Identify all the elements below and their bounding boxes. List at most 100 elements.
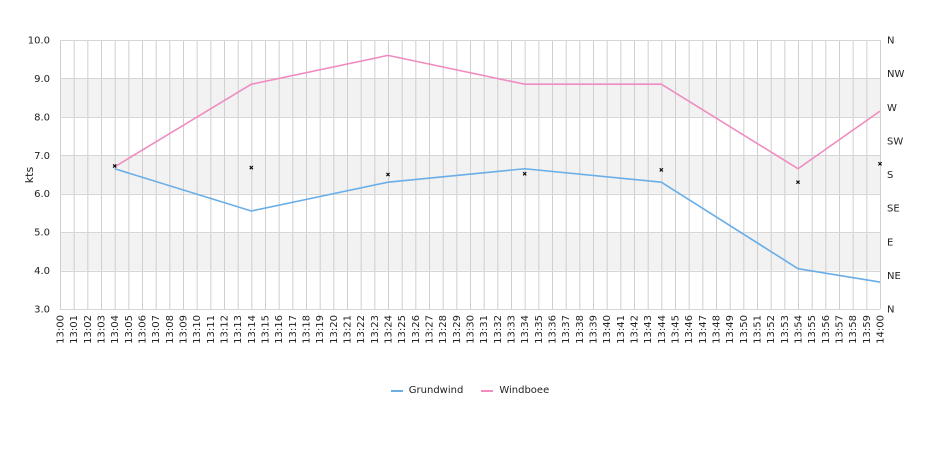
direction-tick-label: NW <box>887 69 904 80</box>
direction-marker <box>386 172 390 177</box>
x-tick-label: 13:52 <box>766 315 777 344</box>
x-tick-label: 13:50 <box>739 315 750 344</box>
direction-tick-label: NE <box>887 271 901 282</box>
legend-swatch-windboee <box>481 389 494 392</box>
y-tick-label: 9.0 <box>34 74 50 85</box>
x-tick-label: 13:29 <box>452 315 463 344</box>
x-tick-label: 13:04 <box>110 315 121 344</box>
direction-markers <box>112 161 882 185</box>
y-tick-label: 7.0 <box>34 151 50 162</box>
x-tick-label: 13:57 <box>835 315 846 344</box>
x-tick-label: 13:28 <box>438 315 449 344</box>
y-tick-label: 8.0 <box>34 112 50 123</box>
x-tick-label: 13:26 <box>411 315 422 344</box>
x-tick-label: 13:45 <box>671 315 682 344</box>
x-tick-label: 13:54 <box>794 315 805 344</box>
x-tick-label: 13:39 <box>589 315 600 344</box>
x-tick-label: 13:00 <box>56 315 67 344</box>
x-tick-label: 13:34 <box>520 315 531 344</box>
x-tick-label: 13:07 <box>151 315 162 344</box>
y-tick-label: 5.0 <box>34 228 50 239</box>
legend-label-windboee: Windboee <box>499 385 550 396</box>
series-line-grundwind <box>114 167 881 283</box>
direction-tick-label: SW <box>887 136 903 147</box>
direction-marker <box>249 165 254 170</box>
x-tick-label: 13:44 <box>657 315 668 344</box>
legend: Grundwind Windboee <box>0 385 940 396</box>
direction-marker <box>878 161 882 166</box>
x-tick-label: 13:30 <box>466 315 477 344</box>
direction-tick-label: W <box>887 103 897 114</box>
direction-marker <box>796 180 800 185</box>
x-tick-label: 13:47 <box>698 315 709 344</box>
x-tick-label: 13:18 <box>302 315 313 344</box>
x-tick-label: 13:05 <box>124 315 135 344</box>
x-tick-label: 13:15 <box>261 315 272 344</box>
x-tick-label: 13:24 <box>384 315 395 344</box>
direction-tick-label: E <box>887 237 893 248</box>
direction-tick-label: N <box>887 305 894 316</box>
series-lines <box>114 54 881 283</box>
direction-tick-label: S <box>887 170 893 181</box>
x-tick-label: 13:38 <box>575 315 586 344</box>
y-tick-label: 3.0 <box>34 305 50 316</box>
x-tick-label: 13:36 <box>548 315 559 344</box>
x-tick-label: 13:20 <box>329 315 340 344</box>
y-tick-labels: 3.0 4.0 5.0 6.0 7.0 8.0 9.0 10.0 <box>28 36 50 316</box>
x-tick-label: 13:03 <box>97 315 108 344</box>
x-tick-label: 13:21 <box>343 315 354 344</box>
y-axis-title: kts <box>23 167 36 184</box>
x-tick-label: 13:02 <box>83 315 94 344</box>
x-tick-label: 13:06 <box>138 315 149 344</box>
x-tick-label: 13:59 <box>862 315 873 344</box>
x-tick-label: 13:53 <box>780 315 791 344</box>
legend-item-windboee[interactable]: Windboee <box>481 385 549 396</box>
direction-marker <box>112 164 117 169</box>
x-tick-label: 13:23 <box>370 315 381 344</box>
direction-tick-label: N <box>887 36 894 47</box>
x-tick-label: 13:14 <box>247 315 258 344</box>
x-tick-label: 13:51 <box>753 315 764 344</box>
legend-label-grundwind: Grundwind <box>408 385 464 396</box>
x-tick-label: 13:12 <box>220 315 231 344</box>
direction-tick-label: SE <box>887 204 900 215</box>
x-tick-label: 13:27 <box>425 315 436 344</box>
x-tick-label: 13:31 <box>479 315 490 344</box>
x-tick-label: 13:46 <box>684 315 695 344</box>
x-tick-label: 13:56 <box>821 315 832 344</box>
x-tick-label: 13:40 <box>602 315 613 344</box>
x-tick-label: 13:49 <box>725 315 736 344</box>
direction-marker <box>659 167 664 172</box>
x-tick-label: 13:13 <box>233 315 244 344</box>
x-tick-label: 13:17 <box>288 315 299 344</box>
y-tick-label: 4.0 <box>34 266 50 277</box>
x-tick-label: 13:19 <box>315 315 326 344</box>
x-tick-label: 13:16 <box>274 315 285 344</box>
vertical-grid <box>60 40 881 309</box>
x-tick-label: 13:22 <box>356 315 367 344</box>
direction-tick-labels: N NE E SE S SW W NW N <box>887 36 904 316</box>
y-tick-label: 10.0 <box>28 36 50 47</box>
x-tick-label: 13:09 <box>179 315 190 344</box>
x-tick-label: 13:43 <box>643 315 654 344</box>
x-tick-label: 14:00 <box>876 315 887 344</box>
series-line-windboee <box>114 54 881 170</box>
legend-swatch-grundwind <box>390 389 403 392</box>
direction-marker <box>522 171 527 176</box>
x-tick-label: 13:35 <box>534 315 545 344</box>
legend-item-grundwind[interactable]: Grundwind <box>390 385 464 396</box>
x-tick-label: 13:48 <box>712 315 723 344</box>
y-tick-label: 6.0 <box>34 189 50 200</box>
x-tick-label: 13:42 <box>630 315 641 344</box>
x-tick-labels: 13:00 13:01 13:02 13:03 13:04 13:05 13:06 13:07… <box>56 315 887 344</box>
x-tick-label: 13:01 <box>69 315 80 344</box>
x-tick-label: 13:11 <box>206 315 217 344</box>
x-tick-label: 13:58 <box>848 315 859 344</box>
x-tick-label: 13:08 <box>165 315 176 344</box>
x-tick-label: 13:33 <box>507 315 518 344</box>
x-tick-label: 13:25 <box>397 315 408 344</box>
x-tick-label: 13:32 <box>493 315 504 344</box>
x-tick-label: 13:37 <box>561 315 572 344</box>
x-tick-label: 13:41 <box>616 315 627 344</box>
